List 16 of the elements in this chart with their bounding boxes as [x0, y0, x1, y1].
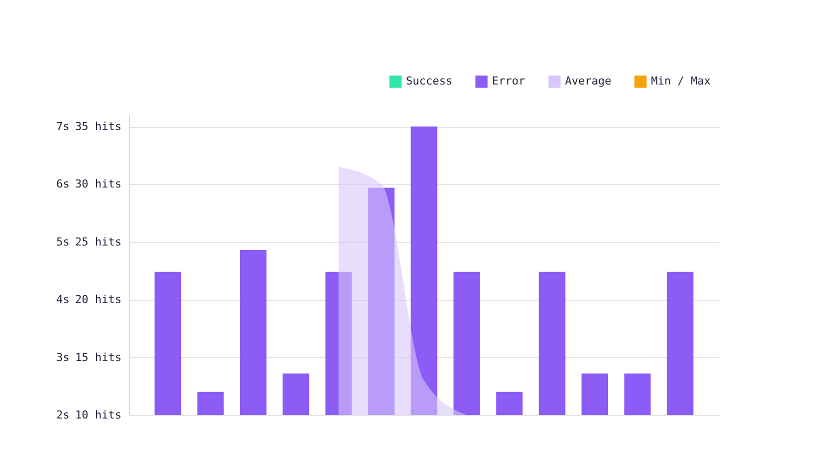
- y2-tick-label: 3s: [56, 350, 70, 364]
- legend-label: Min / Max: [651, 74, 711, 88]
- y2-tick-label: 5s: [56, 235, 70, 248]
- y-tick-label: 30 hits: [75, 178, 122, 191]
- y-tick-label: 25 hits: [75, 235, 122, 248]
- y2-tick-label: 6s: [56, 178, 70, 191]
- legend-label: Error: [492, 74, 526, 88]
- y-tick-label: 20 hits: [75, 293, 122, 306]
- y2-tick-label: 4s: [56, 293, 70, 306]
- legend-label: Average: [565, 74, 612, 88]
- y-tick-label: 35 hits: [75, 120, 122, 134]
- y-tick-label: 15 hits: [75, 350, 122, 364]
- y-tick-label: 10 hits: [75, 408, 122, 422]
- y2-tick-label: 7s: [56, 120, 70, 134]
- y2-tick-label: 2s: [56, 408, 70, 422]
- legend-label: Success: [406, 74, 452, 88]
